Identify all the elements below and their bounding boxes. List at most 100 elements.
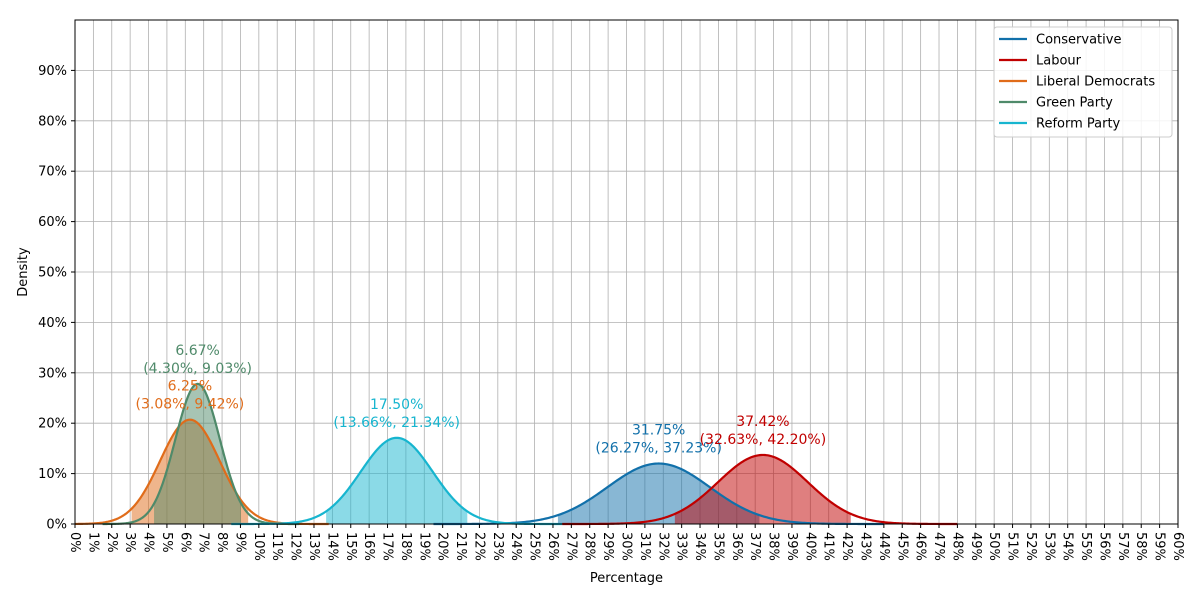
- x-tick-label: 39%: [784, 532, 799, 561]
- x-tick-label: 53%: [1041, 532, 1056, 561]
- annotation-mean-liberal-democrats: 6.25%: [168, 379, 212, 395]
- x-tick-label: 36%: [729, 532, 744, 561]
- curve-reform-party: [231, 436, 563, 526]
- ci-fills: [131, 383, 851, 524]
- x-tick-label: 55%: [1078, 532, 1093, 561]
- legend-entry-reform-party: Reform Party: [1036, 117, 1121, 132]
- x-tick-label: 21%: [453, 532, 468, 561]
- y-tick-label: 90%: [38, 64, 67, 79]
- annotations: 31.75% (26.27%, 37.23%) 37.42% (32.63%, 42.…: [136, 343, 827, 457]
- y-tick-label: 70%: [38, 165, 67, 180]
- x-tick-label: 45%: [894, 532, 909, 561]
- x-tick-label: 26%: [545, 532, 560, 561]
- y-tick-label: 60%: [38, 215, 67, 230]
- density-curves: [74, 382, 958, 526]
- y-axis-label: Density: [16, 247, 31, 297]
- y-tick-label: 40%: [38, 316, 67, 331]
- x-tick-label: 7%: [196, 532, 211, 553]
- y-tick-label: 0%: [46, 518, 67, 533]
- legend-entry-conservative: Conservative: [1036, 33, 1121, 48]
- ci-fill-green-party: [154, 383, 241, 524]
- x-tick-label: 59%: [1152, 532, 1167, 561]
- x-tick-label: 37%: [747, 532, 762, 561]
- annotation-mean-green-party: 6.67%: [175, 343, 219, 359]
- x-tick-label: 5%: [159, 532, 174, 553]
- legend-entry-labour: Labour: [1036, 54, 1082, 69]
- annotation-mean-conservative: 31.75%: [632, 423, 685, 439]
- annotation-ci-labour: (32.63%, 42.20%): [700, 432, 827, 448]
- x-tick-label: 24%: [508, 532, 523, 561]
- x-tick-label: 47%: [931, 532, 946, 561]
- legend-box: [993, 26, 1173, 138]
- x-tick-label: 52%: [1023, 532, 1038, 561]
- annotation-ci-conservative: (26.27%, 37.23%): [595, 441, 722, 457]
- x-tick-label: 31%: [637, 532, 652, 561]
- x-tick-label: 23%: [490, 532, 505, 561]
- x-tick-label: 48%: [949, 532, 964, 561]
- ci-fill-labour: [674, 454, 851, 524]
- x-tick-label: 56%: [1096, 532, 1111, 561]
- x-tick-label: 25%: [527, 532, 542, 561]
- y-tick-label: 80%: [38, 114, 67, 129]
- legend-entry-liberal-democrats: Liberal Democrats: [1036, 75, 1155, 90]
- x-tick-label: 41%: [821, 532, 836, 561]
- annotation-mean-labour: 37.42%: [736, 414, 789, 430]
- annotation-ci-reform-party: (13.66%, 21.34%): [333, 415, 460, 431]
- annotation-ci-liberal-democrats: (3.08%, 9.42%): [136, 397, 245, 413]
- x-tick-label: 60%: [1170, 532, 1185, 561]
- x-tick-label: 30%: [619, 532, 634, 561]
- y-axis-ticks: 0% 10% 20% 30% 40% 50% 60% 70% 80% 90%: [38, 64, 75, 533]
- x-tick-label: 29%: [600, 532, 615, 561]
- x-tick-label: 40%: [802, 532, 817, 561]
- x-tick-label: 16%: [361, 532, 376, 561]
- x-tick-label: 58%: [1133, 532, 1148, 561]
- x-tick-label: 14%: [324, 532, 339, 561]
- x-tick-label: 18%: [398, 532, 413, 561]
- annotation-ci-green-party: (4.30%, 9.03%): [143, 361, 252, 377]
- x-tick-label: 28%: [582, 532, 597, 561]
- x-tick-label: 12%: [288, 532, 303, 561]
- x-tick-label: 27%: [563, 532, 578, 561]
- x-tick-label: 46%: [913, 532, 928, 561]
- x-tick-label: 34%: [692, 532, 707, 561]
- x-tick-label: 20%: [435, 532, 450, 561]
- y-tick-label: 50%: [38, 266, 67, 281]
- x-tick-label: 22%: [471, 532, 486, 561]
- x-tick-label: 33%: [674, 532, 689, 561]
- x-tick-label: 19%: [416, 532, 431, 561]
- x-axis-ticks: 0% 1% 2% 3% 4% 5% 6% 7% 8% 9% 10% 11% 12% 13% 14% 15% 16…: [67, 524, 1185, 561]
- x-tick-label: 8%: [214, 532, 229, 553]
- x-tick-label: 42%: [839, 532, 854, 561]
- legend: Conservative Labour Liberal Democrats Green…: [993, 26, 1173, 138]
- x-tick-label: 38%: [766, 532, 781, 561]
- x-tick-label: 32%: [655, 532, 670, 561]
- x-tick-label: 11%: [269, 532, 284, 561]
- x-tick-label: 43%: [857, 532, 872, 561]
- legend-entry-green-party: Green Party: [1036, 96, 1113, 111]
- x-tick-label: 15%: [343, 532, 358, 561]
- x-tick-label: 57%: [1115, 532, 1130, 561]
- curve-labour: [562, 453, 958, 526]
- x-tick-label: 51%: [1005, 532, 1020, 561]
- x-tick-label: 35%: [710, 532, 725, 561]
- x-tick-label: 10%: [251, 532, 266, 561]
- annotation-mean-reform-party: 17.50%: [370, 397, 423, 413]
- x-tick-label: 6%: [177, 532, 192, 553]
- x-tick-label: 54%: [1060, 532, 1075, 561]
- y-tick-label: 10%: [38, 467, 67, 482]
- x-tick-label: 2%: [104, 532, 119, 553]
- x-tick-label: 9%: [232, 532, 247, 553]
- x-tick-label: 17%: [380, 532, 395, 561]
- x-tick-label: 44%: [876, 532, 891, 561]
- x-tick-label: 3%: [122, 532, 137, 553]
- ci-fill-reform-party: [326, 437, 468, 524]
- x-tick-label: 1%: [85, 532, 100, 553]
- x-tick-label: 4%: [141, 532, 156, 553]
- x-tick-label: 0%: [67, 532, 82, 553]
- x-tick-label: 13%: [306, 532, 321, 561]
- y-tick-label: 20%: [38, 417, 67, 432]
- x-tick-label: 49%: [968, 532, 983, 561]
- x-tick-label: 50%: [986, 532, 1001, 561]
- x-axis-label: Percentage: [590, 571, 663, 586]
